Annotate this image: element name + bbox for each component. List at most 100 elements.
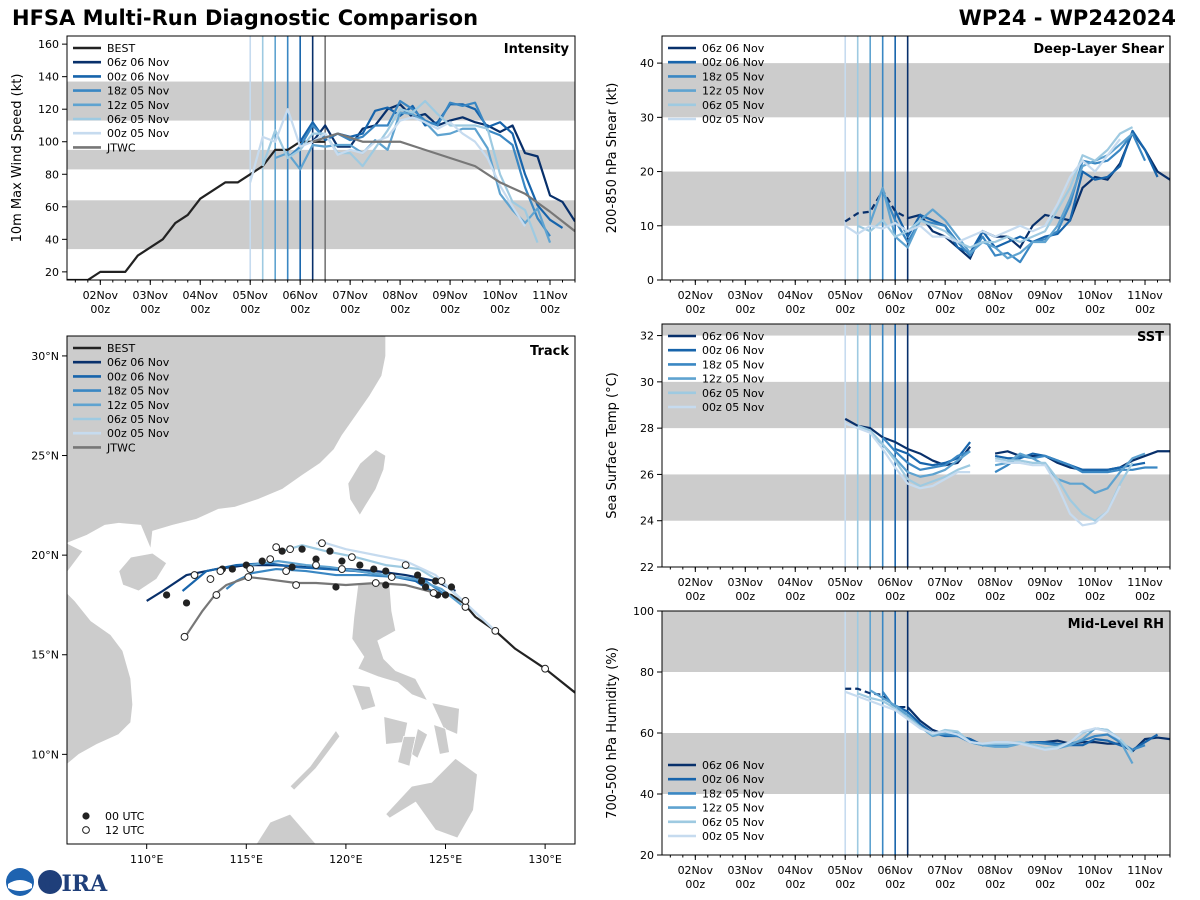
- series-line: [844, 138, 1121, 244]
- x-tick-label: 00z: [785, 878, 805, 891]
- panel-track: 110°E 115°E 120°E 125°E 130°E 10°N 15°N 20°N 25°…: [31, 335, 576, 866]
- cebu-land: [411, 727, 429, 759]
- panel-title: Mid-Level RH: [1068, 617, 1164, 632]
- indochina-land: [67, 542, 134, 765]
- map-area: [67, 336, 575, 844]
- x-tick-label: 00z: [785, 303, 805, 316]
- marker-legend-label: 12 UTC: [105, 824, 145, 837]
- x-tick-label: 00z: [685, 590, 705, 603]
- legend-label: 00z 06 Nov: [107, 70, 170, 83]
- marker-12utc: [282, 567, 291, 575]
- panel-title: Deep-Layer Shear: [1033, 42, 1164, 57]
- series-line: [249, 108, 526, 227]
- legend-label: 00z 05 Nov: [702, 113, 765, 126]
- marker-12utc: [461, 597, 470, 605]
- x-tick-label: 00z: [735, 590, 755, 603]
- x-tick-label: 00z: [440, 303, 460, 316]
- x-tick-label: 11Nov: [1127, 864, 1163, 877]
- marker-00utc: [356, 561, 364, 569]
- x-tick-label: 06Nov: [877, 576, 913, 589]
- y-tick-label: 80: [45, 168, 59, 181]
- x-tick-label: 06Nov: [282, 289, 318, 302]
- axes-frame: [661, 35, 1171, 281]
- x-tick-label: 00z: [885, 878, 905, 891]
- y-tick-label: 100: [38, 136, 59, 149]
- lat-tick-label: 30°N: [31, 350, 59, 363]
- x-tick-label: 00z: [340, 303, 360, 316]
- legend-label: 18z 05 Nov: [702, 358, 765, 371]
- x-tick-label: 03Nov: [728, 864, 764, 877]
- x-tick-label: 08Nov: [382, 289, 418, 302]
- x-tick-label: 05Nov: [827, 289, 863, 302]
- marker-12utc: [286, 545, 295, 554]
- x-tick-label: 00z: [835, 303, 855, 316]
- threshold-band: [662, 63, 1170, 118]
- marker-00utc: [298, 545, 306, 553]
- x-tick-label: 02Nov: [678, 576, 714, 589]
- legend-label: 06z 06 Nov: [107, 56, 170, 69]
- x-tick-label: 00z: [685, 303, 705, 316]
- x-tick-label: 06Nov: [877, 289, 913, 302]
- y-tick-label: 24: [640, 515, 654, 528]
- y-tick-label: 60: [45, 201, 59, 214]
- x-tick-label: 10Nov: [1077, 289, 1113, 302]
- legend-label: 12z 05 Nov: [702, 85, 765, 98]
- legend-label: 12z 05 Nov: [702, 802, 765, 815]
- marker-00utc: [288, 563, 296, 571]
- plot-area: [662, 611, 1170, 855]
- negros-land: [397, 736, 417, 767]
- legend-label: 00z 06 Nov: [702, 56, 765, 69]
- x-tick-label: 04Nov: [778, 576, 814, 589]
- y-tick-label: 20: [45, 266, 59, 279]
- legend-label: 06z 05 Nov: [702, 99, 765, 112]
- y-tick-label: 10: [640, 220, 654, 233]
- legend-label: 18z 05 Nov: [107, 85, 170, 98]
- track-line: [225, 567, 447, 596]
- x-tick-label: 00z: [240, 303, 260, 316]
- hainan-land: [118, 552, 168, 592]
- x-tick-label: 00z: [935, 303, 955, 316]
- y-tick-label: 0: [647, 274, 654, 287]
- y-tick-label: 60: [640, 727, 654, 740]
- marker-12utc: [190, 571, 199, 579]
- luzon-land: [351, 582, 429, 702]
- storm-id-title: WP24 - WP242024: [958, 6, 1176, 30]
- legend-label: 00z 05 Nov: [107, 127, 170, 140]
- lat-tick-label: 10°N: [31, 748, 59, 761]
- marker-00utc: [332, 583, 340, 591]
- y-axis-label: 10m Max Wind Speed (kt): [10, 74, 25, 243]
- marker-12utc: [347, 553, 356, 562]
- x-tick-label: 05Nov: [232, 289, 268, 302]
- threshold-band: [67, 200, 575, 250]
- series-line: [869, 689, 1134, 765]
- x-tick-label: 00z: [1135, 590, 1155, 603]
- series-line: [857, 424, 971, 488]
- marker-00utc-swatch: [82, 812, 90, 820]
- x-tick-label: 00z: [90, 303, 110, 316]
- marker-00utc: [447, 583, 456, 591]
- series-line: [994, 459, 1122, 527]
- legend-label: 12z 05 Nov: [702, 373, 765, 386]
- leyte-land: [433, 723, 450, 755]
- x-tick-label: 03Nov: [728, 576, 764, 589]
- y-tick-label: 80: [640, 666, 654, 679]
- series-line: [894, 441, 972, 467]
- x-tick-label: 05Nov: [827, 864, 863, 877]
- samar-land: [430, 701, 460, 736]
- x-tick-label: 00z: [885, 590, 905, 603]
- panel-title: Track: [530, 344, 569, 359]
- globe-icon: [38, 870, 62, 894]
- axes-frame: [66, 35, 576, 281]
- x-tick-label: 02Nov: [678, 289, 714, 302]
- y-tick-label: 120: [38, 103, 59, 116]
- cira-logo-text: CIRA: [44, 871, 108, 897]
- legend-label: BEST: [107, 342, 135, 355]
- marker-00utc: [326, 547, 334, 555]
- y-tick-label: 22: [640, 561, 654, 574]
- x-tick-label: 00z: [1085, 878, 1105, 891]
- panel-title: Intensity: [504, 42, 570, 57]
- marker-12utc: [491, 626, 500, 635]
- legend-label: 00z 05 Nov: [702, 401, 765, 414]
